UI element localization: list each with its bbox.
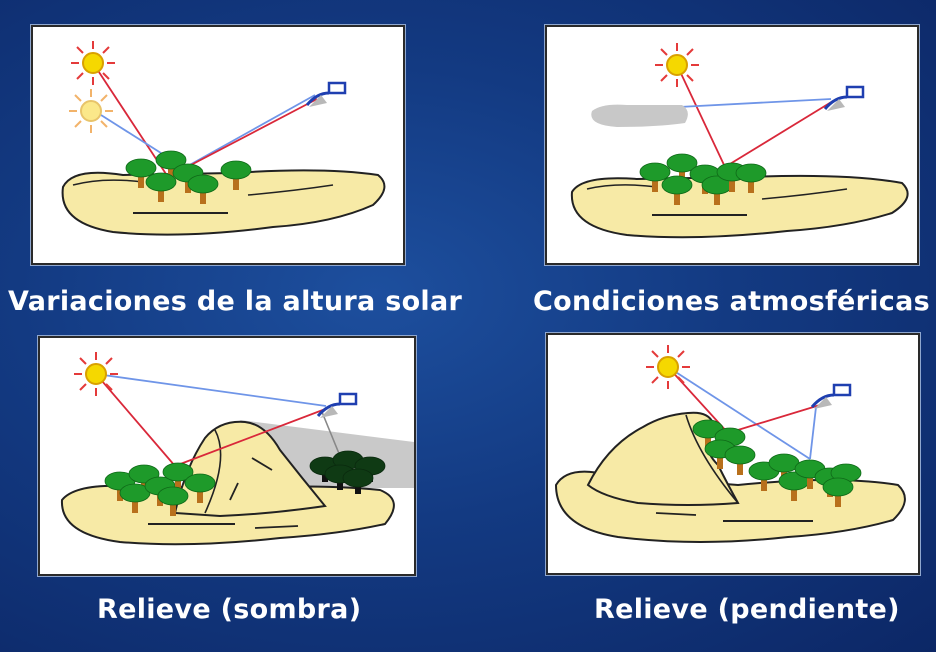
sun-high-icon	[71, 41, 115, 85]
diagram-panel-relief-slope	[546, 333, 920, 575]
diagram-panel-relief-shadow	[38, 336, 416, 576]
caption-atmosphere: Condiciones atmosféricas	[533, 286, 930, 317]
caption-sun-elevation: Variaciones de la altura solar	[8, 286, 463, 317]
satellite-sensor-icon	[305, 81, 347, 109]
relief-shadow-illustration	[60, 352, 414, 546]
relief-slope-illustration	[554, 345, 906, 543]
sun-icon	[74, 352, 118, 396]
satellite-sensor-icon	[810, 383, 852, 411]
atmosphere-illustration	[570, 43, 909, 239]
caption-relief-slope: Relieve (pendiente)	[594, 594, 900, 625]
cloud	[591, 104, 688, 127]
sun-icon	[646, 345, 690, 389]
caption-relief-shadow: Relieve (sombra)	[97, 594, 362, 625]
sun-low-icon	[69, 89, 113, 133]
diagram-panel-atmosphere	[545, 25, 919, 265]
diagram-panel-sun-elevation	[31, 25, 405, 265]
sun-icon	[655, 43, 699, 87]
sun-elevation-illustration	[61, 41, 386, 236]
